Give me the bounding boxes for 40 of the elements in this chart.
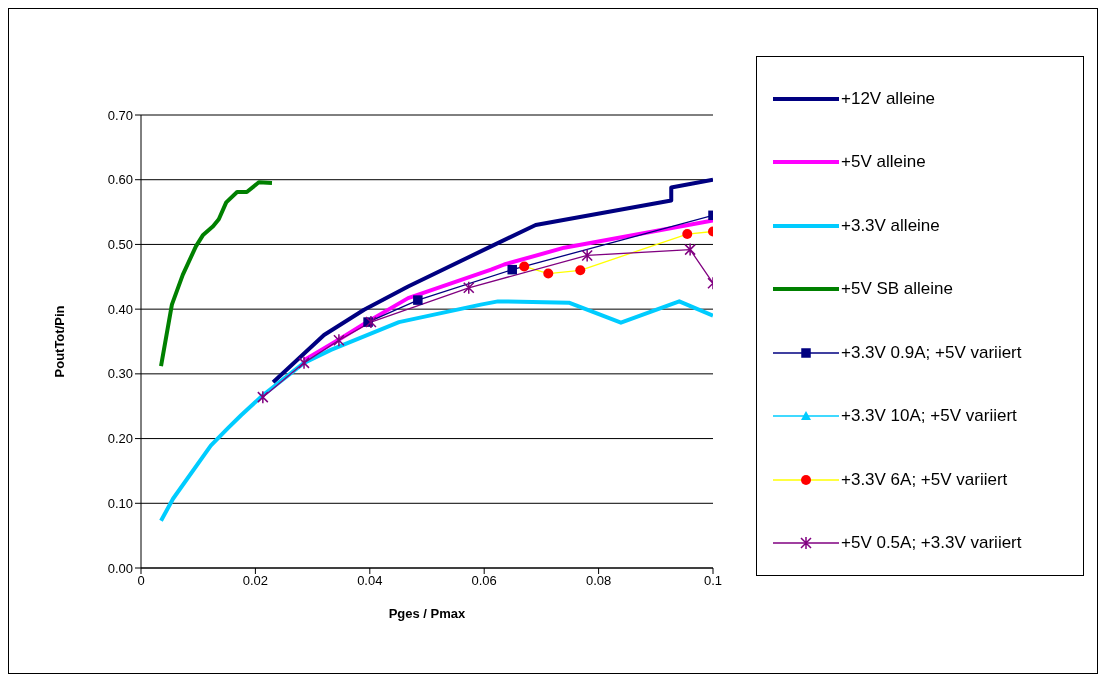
legend-label: +12V alleine [841,88,936,109]
y-tick-label: 0.70 [107,107,133,123]
point [507,264,517,275]
legend-label: +5V SB alleine [841,279,953,300]
x-tick-label: 0.06 [471,573,497,589]
point [333,333,345,347]
x-tick-label: 0.04 [357,573,383,589]
x-tick-label: 0.1 [703,573,723,589]
legend-label: +3.3V alleine [841,215,940,236]
point [684,242,696,257]
y-tick-label: 0.40 [107,301,133,317]
y-axis-title: PoutTot/Pin [51,305,67,378]
y-tick-label: 0.60 [107,172,133,188]
point [298,356,310,370]
point [682,229,693,240]
line-series [159,180,274,369]
line-series [271,177,713,385]
y-tick-label: 0.50 [107,237,133,253]
legend-label: +5V alleine [841,152,926,173]
point [581,248,593,263]
point [413,295,423,305]
y-tick-label: 0.30 [107,366,133,382]
y-tick-label: 0.10 [107,495,133,511]
x-tick-label: 0 [137,573,145,589]
x-tick-label: 0.02 [242,573,269,589]
point [257,390,269,404]
legend-label: +3.3V 0.9A; +5V variiert [841,342,1022,363]
x-axis-title: Pges / Pmax [388,606,467,621]
legend-label: +5V 0.5A; +3.3V variiert [841,533,1022,554]
line-series [159,299,713,523]
y-tick-label: 0.00 [107,560,133,576]
point [519,261,530,272]
x-tick-label: 0.08 [585,573,612,589]
point [463,281,475,295]
legend-label: +3.3V 10A; +5V variiert [841,406,1017,427]
legend-label: +3.3V 6A; +5V variiert [841,469,1008,490]
point [365,315,377,329]
point [543,268,554,279]
y-tick-label: 0.20 [107,431,133,447]
point [575,265,586,276]
